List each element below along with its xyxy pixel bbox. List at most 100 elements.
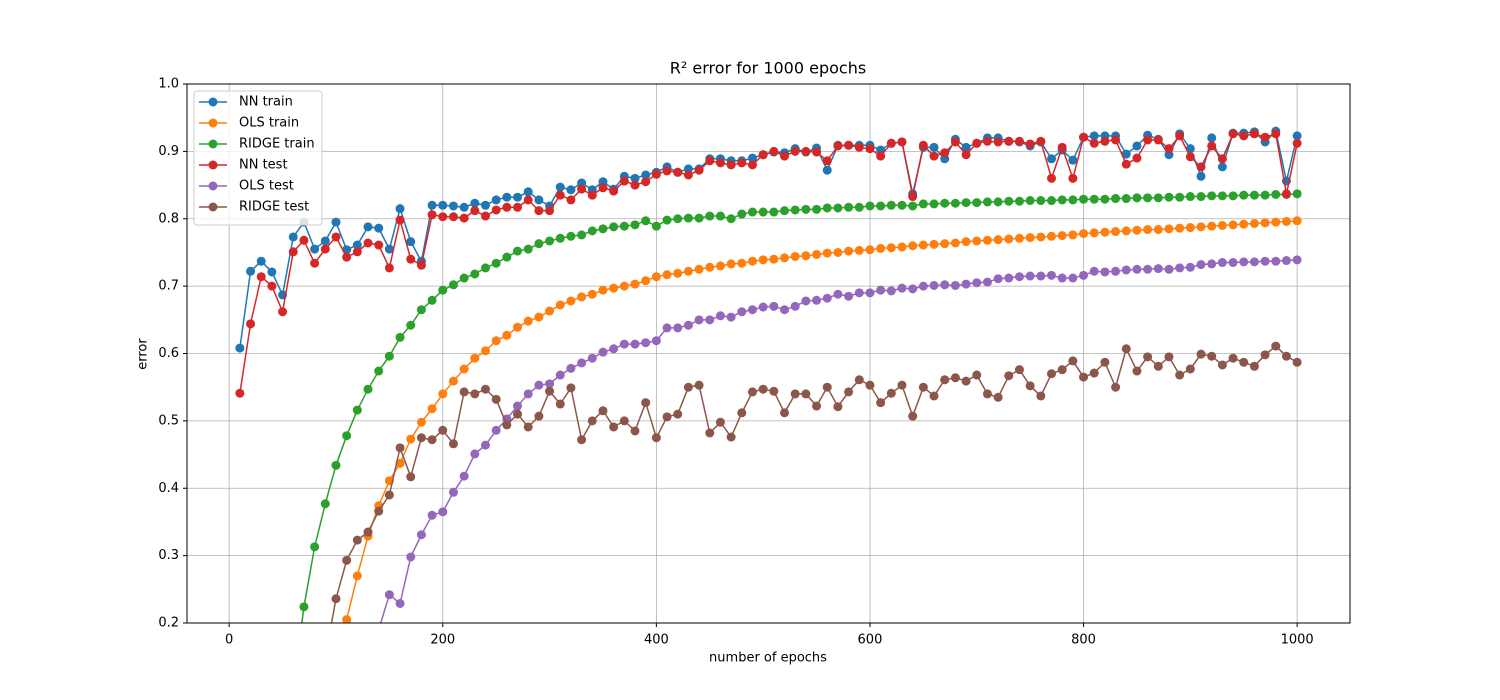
data-point	[566, 383, 576, 393]
series-line	[330, 345, 1298, 623]
data-point	[1089, 368, 1099, 378]
data-point	[480, 211, 490, 221]
data-point	[438, 212, 448, 222]
data-point	[416, 305, 426, 315]
data-point	[299, 602, 309, 612]
data-point	[1100, 194, 1110, 204]
data-point	[278, 307, 288, 317]
data-point	[448, 212, 458, 222]
data-point	[1047, 154, 1057, 164]
data-point	[651, 433, 661, 443]
data-point	[1260, 132, 1270, 142]
data-point	[1004, 273, 1014, 283]
data-point	[416, 260, 426, 270]
data-point	[480, 263, 490, 273]
data-point	[342, 431, 352, 441]
data-point	[1239, 257, 1249, 267]
data-point	[737, 258, 747, 268]
data-point	[897, 242, 907, 252]
data-point	[844, 291, 854, 301]
data-point	[993, 274, 1003, 284]
data-point	[619, 281, 629, 291]
data-point	[1207, 141, 1217, 151]
data-point	[480, 384, 490, 394]
data-point	[961, 150, 971, 160]
data-point	[865, 380, 875, 390]
data-point	[1004, 234, 1014, 244]
y-tick-label: 0.5	[158, 413, 179, 428]
data-point	[448, 280, 458, 290]
data-point	[950, 373, 960, 383]
data-point	[256, 272, 266, 282]
data-point	[1292, 131, 1302, 141]
data-point	[1260, 350, 1270, 360]
data-point	[1014, 136, 1024, 146]
data-point	[1121, 194, 1131, 204]
data-point	[1111, 382, 1121, 392]
data-point	[1014, 272, 1024, 282]
data-point	[929, 199, 939, 209]
data-point	[876, 243, 886, 253]
data-point	[1111, 266, 1121, 276]
data-point	[374, 223, 384, 233]
data-point	[747, 153, 757, 163]
data-point	[982, 235, 992, 245]
data-point	[886, 388, 896, 398]
data-point	[406, 320, 416, 330]
data-point	[801, 389, 811, 399]
data-point	[523, 195, 533, 205]
data-point	[384, 351, 394, 361]
data-point	[1249, 218, 1259, 228]
data-point	[299, 235, 309, 245]
data-point	[651, 221, 661, 231]
data-point	[1207, 221, 1217, 231]
data-point	[630, 220, 640, 230]
data-point	[406, 237, 416, 247]
data-point	[1047, 369, 1057, 379]
y-tick-label: 0.7	[158, 279, 179, 294]
x-tick-label: 800	[1071, 633, 1096, 648]
data-point	[267, 281, 277, 291]
data-point	[886, 286, 896, 296]
y-tick-label: 1.0	[158, 77, 179, 92]
data-point	[448, 376, 458, 386]
data-point	[1281, 216, 1291, 226]
data-point	[801, 296, 811, 306]
x-tick-label: 600	[858, 633, 883, 648]
data-point	[961, 237, 971, 247]
data-point	[320, 244, 330, 254]
data-point	[1153, 264, 1163, 274]
data-point	[758, 255, 768, 265]
data-point	[982, 389, 992, 399]
data-point	[1281, 256, 1291, 266]
data-point	[566, 185, 576, 195]
data-point	[747, 387, 757, 397]
data-point	[310, 244, 320, 254]
data-point	[1068, 155, 1078, 165]
data-point	[438, 425, 448, 435]
data-point	[630, 173, 640, 183]
data-point	[812, 295, 822, 305]
data-point	[747, 160, 757, 170]
data-point	[1271, 341, 1281, 351]
x-tick-label: 400	[644, 633, 669, 648]
data-point	[694, 264, 704, 274]
data-point	[715, 311, 725, 321]
data-point	[438, 200, 448, 210]
data-point	[427, 404, 437, 414]
data-point	[1271, 217, 1281, 227]
data-point	[555, 190, 565, 200]
data-point	[1228, 191, 1238, 201]
data-point	[865, 144, 875, 154]
data-point	[950, 198, 960, 208]
series-line	[239, 132, 1298, 394]
y-tick-label: 0.3	[158, 548, 179, 563]
data-point	[523, 316, 533, 326]
data-point	[587, 416, 597, 426]
data-point	[1228, 220, 1238, 230]
data-point	[673, 167, 683, 177]
data-point	[352, 571, 362, 581]
data-point	[502, 202, 512, 212]
data-point	[822, 203, 832, 213]
data-point	[609, 186, 619, 196]
